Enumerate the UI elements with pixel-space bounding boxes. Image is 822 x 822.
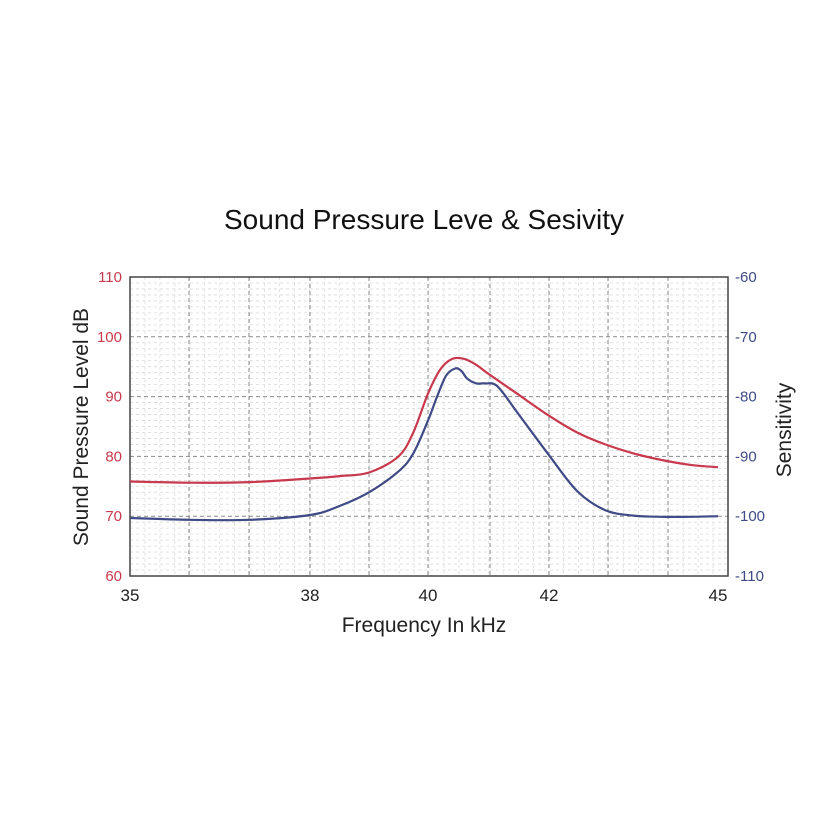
y-right-tick-label: -110 (735, 568, 764, 585)
plot-frame (129, 276, 729, 577)
y-right-tick-label: -80 (735, 389, 757, 406)
sound-pressure-line (129, 356, 719, 484)
y-right-tick-label: -90 (735, 448, 757, 465)
y-right-tick-label: -100 (735, 508, 765, 525)
x-tick-label: 45 (709, 586, 728, 605)
y-left-tick-label: 110 (98, 269, 122, 286)
x-tick-label: 40 (419, 586, 438, 605)
y-left-tick-label: 80 (105, 448, 122, 465)
grid (130, 277, 728, 576)
x-tick-label: 42 (540, 586, 559, 605)
y-left-tick-label: 90 (105, 389, 122, 406)
tick-labels: 60 70 80 90 100 110 -110 -100 -90 -80 -70 -60 35 38 40… (97, 269, 765, 605)
y-right-tick-label: -70 (735, 329, 757, 346)
series-group (129, 356, 719, 522)
x-tick-label: 35 (121, 586, 140, 605)
y-axis-left-label: Sound Pressure Level dB (70, 308, 93, 546)
y-left-tick-label: 60 (105, 568, 122, 585)
sensitivity-line (129, 367, 719, 522)
y-axis-right-label: Sensitivity (773, 382, 796, 477)
y-right-tick-label: -60 (735, 269, 757, 286)
x-axis-label: Frequency In kHz (342, 614, 507, 637)
chart-title: Sound Pressure Leve & Sesivity (224, 204, 624, 235)
y-left-tick-label: 70 (105, 508, 122, 525)
y-left-tick-label: 100 (97, 329, 122, 346)
x-tick-label: 38 (301, 586, 320, 605)
